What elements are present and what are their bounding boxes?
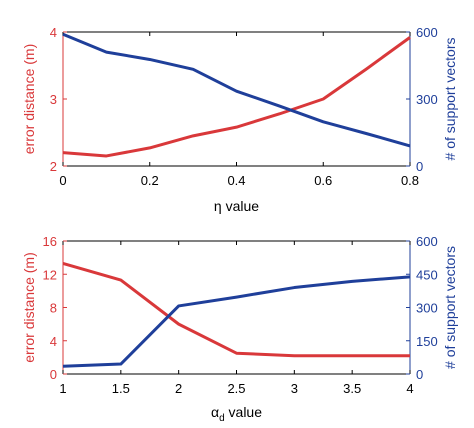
left-y-tick-label: 16 [43,234,57,249]
x-tick-label: 0.8 [401,173,419,188]
chart-panel-1: 0 0.2 0.4 0.6 0.8 2 3 4 0 300 600 error distance (m… [21,25,458,214]
left-y-tick-label: 0 [50,367,57,382]
right-y-axis-label: # of support vectors [442,38,458,161]
x-tick-label: 2 [175,381,182,396]
x-axis-label: η value [214,198,259,214]
x-tick-label: 0.6 [314,173,332,188]
left-y-tick-label: 4 [50,334,57,349]
right-y-tick-label: 600 [416,234,438,249]
x-axis-label-subscript: d [219,413,225,424]
right-y-tick-label: 150 [416,334,438,349]
left-y-tick-label: 12 [43,267,57,282]
right-y-tick-label: 300 [416,301,438,316]
support-vectors-line [62,32,411,148]
right-y-tick-label: 0 [416,367,423,382]
x-axis-label-symbol: α [211,404,219,420]
x-tick-label: 3 [291,381,298,396]
right-y-tick-label: 300 [416,92,438,107]
x-tick-label: 0 [59,173,66,188]
left-y-tick-label: 2 [50,159,57,174]
x-tick-label: 0.4 [227,173,245,188]
left-y-tick-label: 4 [50,25,57,40]
x-tick-label: 2.5 [227,381,245,396]
x-tick-label: 1.5 [112,381,130,396]
left-y-tick-label: 8 [50,301,57,316]
x-tick-label: 3.5 [343,381,361,396]
x-axis-label: αd value [211,404,262,424]
right-y-axis-label: # of support vectors [442,246,458,369]
error-distance-line [62,261,410,358]
right-y-tick-label: 0 [416,159,423,174]
x-tick-label: 0.2 [141,173,159,188]
left-y-axis-label: error distance (m) [21,44,37,154]
left-y-axis-label: error distance (m) [21,252,37,362]
x-tick-label: 4 [406,381,413,396]
right-y-tick-label: 450 [416,267,438,282]
x-tick-label: 1 [59,381,66,396]
error-distance-line [62,36,411,158]
left-y-tick-label: 3 [50,92,57,107]
right-y-tick-label: 600 [416,25,438,40]
x-axis-label-suffix: value [225,404,263,420]
